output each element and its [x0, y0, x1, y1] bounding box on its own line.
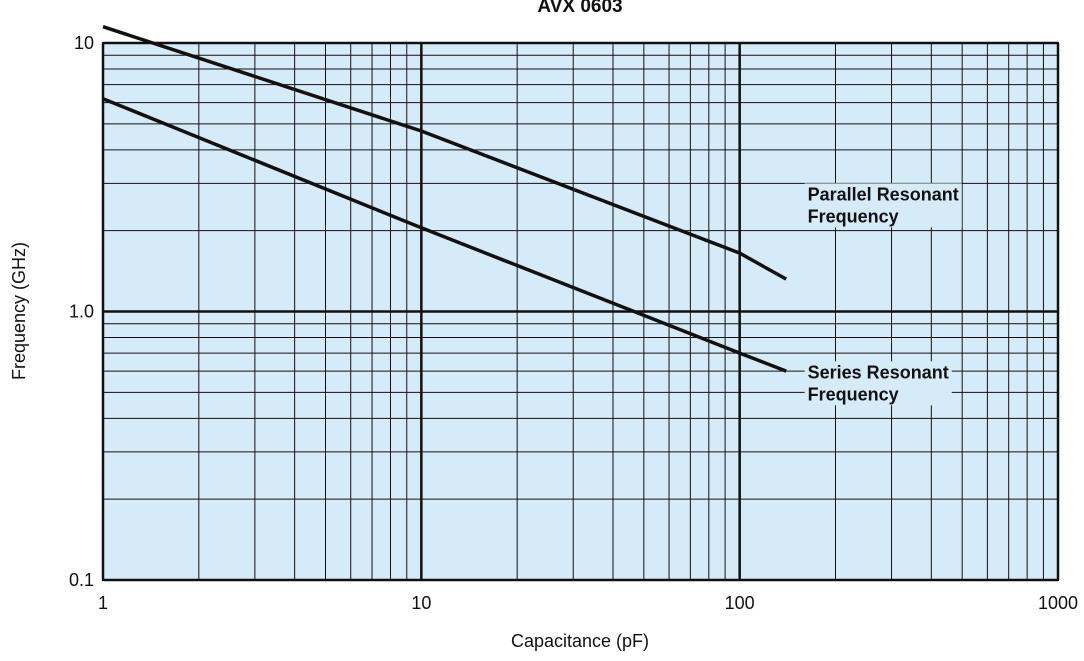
series-line-2 — [102, 97, 787, 373]
x-axis-title: Capacitance (pF) — [511, 631, 649, 651]
chart-title: AVX 0603 — [537, 0, 622, 17]
y-tick-label: 0.1 — [69, 570, 94, 590]
x-tick-labels: 1 10 100 1000 — [98, 593, 1078, 613]
annotation-line: Series Resonant — [808, 362, 949, 382]
plot-frame — [102, 42, 1059, 581]
annotation-line: Frequency — [808, 384, 899, 404]
annotation-background — [804, 361, 952, 406]
y-tick-label: 1.0 — [69, 302, 94, 322]
series-layer — [102, 25, 788, 373]
x-tick-label: 100 — [725, 593, 755, 613]
x-tick-label: 1 — [98, 593, 108, 613]
annotation-text: Parallel Resonant Frequency — [808, 184, 959, 226]
annotation-line: Frequency — [808, 206, 899, 226]
x-tick-label: 10 — [411, 593, 431, 613]
annotation-2: Series Resonant Frequency — [804, 361, 952, 406]
y-axis-title: Frequency (GHz) — [9, 242, 29, 380]
annotation-background — [804, 183, 962, 228]
annotation-1: Parallel Resonant Frequency — [804, 183, 962, 228]
annotation-line: Parallel Resonant — [808, 184, 959, 204]
annotation-text: Series Resonant Frequency — [808, 362, 949, 404]
x-tick-label: 1000 — [1038, 593, 1078, 613]
series-line-1 — [102, 25, 788, 281]
y-tick-labels: 0.1 1.0 10 — [69, 33, 94, 590]
y-tick-label: 10 — [74, 33, 94, 53]
